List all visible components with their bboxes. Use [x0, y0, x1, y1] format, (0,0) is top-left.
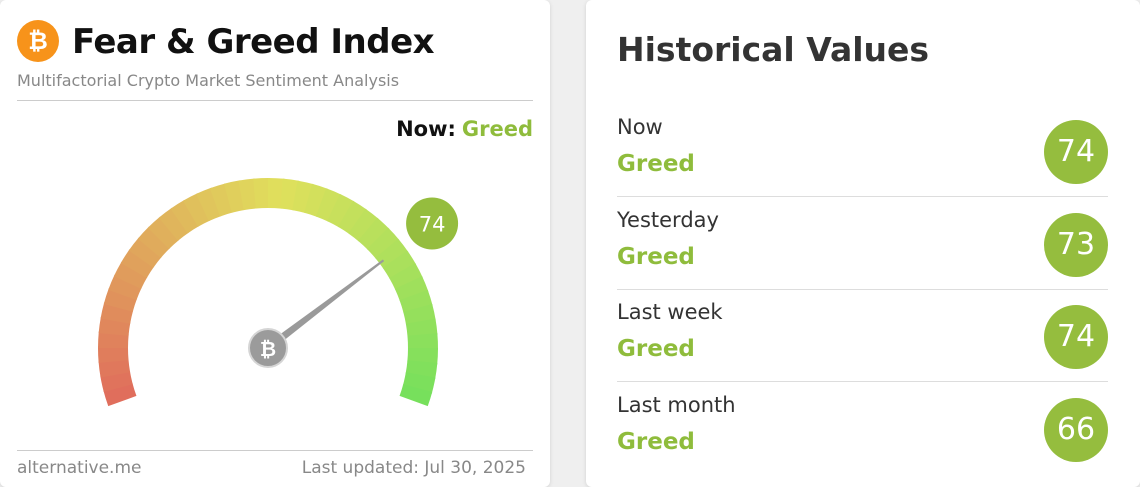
arc-segment [394, 276, 429, 302]
arc-segment [224, 180, 246, 213]
arc-segment [389, 263, 423, 291]
history-title: Historical Values [617, 30, 930, 69]
divider [17, 100, 533, 101]
row-divider [617, 196, 1108, 197]
history-row: Last month Greed 66 [617, 383, 1108, 475]
arc-segment [238, 178, 258, 211]
value-badge: 74 [406, 197, 459, 250]
arc-segment [405, 360, 438, 380]
arc-segment [267, 178, 285, 209]
arc-segment [375, 238, 409, 270]
gauge-value: 74 [419, 212, 446, 236]
subtitle: Multifactorial Crypto Market Sentiment A… [17, 71, 400, 90]
divider [17, 450, 533, 451]
arc-segment [403, 304, 436, 326]
classification: Greed [617, 336, 695, 362]
row-divider [617, 288, 1108, 290]
arc-segment [366, 227, 400, 260]
arc-segment [113, 261, 148, 289]
index-card: ₿ Fear & Greed Index Multifactorial Cryp… [0, 0, 550, 487]
classification: Greed [617, 428, 695, 455]
arc-segment [158, 207, 190, 241]
gauge-arc [98, 178, 438, 407]
arc-segment [120, 249, 155, 279]
arc-segment [402, 372, 436, 394]
arc-segment [103, 382, 137, 407]
arc-segment [137, 226, 171, 259]
arc-segment [253, 178, 270, 209]
now-status: Now: Greed [396, 117, 533, 141]
period: Last week [617, 300, 723, 324]
arc-segment [292, 180, 314, 214]
arc-segment [98, 316, 131, 336]
arc-segment [100, 302, 134, 324]
period: Last month [617, 392, 736, 417]
arc-segment [407, 347, 438, 365]
updated: Last updated: Jul 30, 2025 [301, 458, 526, 478]
now-classification: Greed [461, 117, 533, 141]
history-row: Yesterday Greed 73 [617, 198, 1108, 290]
arc-segment [170, 199, 200, 234]
arc-segment [128, 237, 162, 268]
arc-segment [103, 288, 138, 312]
period: Yesterday [617, 207, 719, 232]
value-badge: 66 [1044, 397, 1108, 462]
arc-segment [315, 188, 342, 222]
arc-segment [337, 200, 367, 235]
arc-segment [147, 216, 180, 250]
arc-segment [100, 370, 133, 392]
arc-segment [108, 274, 142, 301]
hub-icon: ₿ [260, 337, 276, 361]
arc-segment [304, 183, 328, 218]
history-row: Last week Greed 74 [617, 290, 1108, 382]
source: alternative.me [17, 458, 142, 478]
arc-segment [407, 333, 438, 350]
arc-segment [399, 384, 433, 407]
bitcoin-logo: ₿ [17, 20, 59, 62]
value-badge: 74 [1044, 305, 1108, 369]
arc-segment [183, 193, 211, 227]
now-label: Now: [396, 117, 456, 141]
arc-segment [98, 331, 129, 349]
arc-segment [327, 193, 355, 228]
value-badge: 73 [1044, 212, 1108, 277]
badge-circle [406, 197, 459, 250]
arc-segment [399, 289, 433, 314]
needle [265, 259, 385, 352]
period: Now [617, 115, 663, 139]
arc-segment [98, 358, 131, 378]
gauge: ₿ 74 [98, 178, 459, 407]
arc-segment [196, 187, 222, 222]
arc-segment [98, 346, 129, 363]
history-card: Historical Values Now Greed 74 Yesterday Gre… [586, 0, 1140, 487]
needle-hub [248, 328, 288, 368]
svg-text:₿: ₿ [28, 27, 48, 55]
classification: Greed [617, 151, 695, 177]
classification: Greed [617, 243, 695, 270]
arc-segment [405, 318, 438, 338]
arc-segment [357, 217, 390, 251]
history-row: Now Greed 74 [617, 105, 1108, 197]
row-divider [617, 381, 1108, 382]
arc-segment [209, 183, 234, 217]
title: Fear & Greed Index [72, 22, 435, 62]
arc-segment [382, 250, 417, 280]
value-badge: 74 [1044, 120, 1108, 184]
arc-segment [280, 178, 300, 211]
arc-segment [348, 208, 379, 242]
